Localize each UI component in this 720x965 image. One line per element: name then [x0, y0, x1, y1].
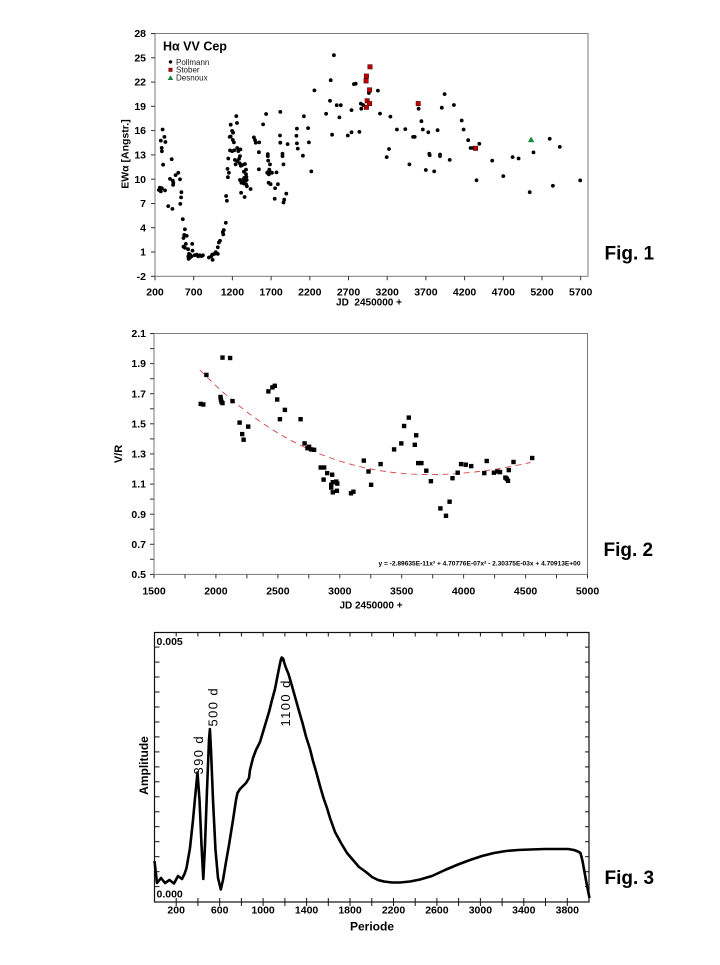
svg-text:10: 10	[134, 174, 146, 186]
svg-text:y = -2.89635E-11x³ + 4.70776E-: y = -2.89635E-11x³ + 4.70776E-07x² - 2.3…	[378, 561, 580, 568]
svg-text:7: 7	[140, 198, 146, 210]
svg-text:JD 2450000 +: JD 2450000 +	[336, 298, 402, 309]
svg-text:V/R: V/R	[113, 445, 125, 463]
svg-text:3000: 3000	[328, 585, 352, 597]
svg-text:390 d: 390 d	[191, 735, 206, 775]
svg-text:0.9: 0.9	[131, 509, 146, 521]
svg-text:2.1: 2.1	[131, 328, 146, 340]
svg-text:1.7: 1.7	[131, 388, 146, 400]
svg-text:Hα VV Cep: Hα VV Cep	[163, 40, 227, 54]
svg-text:0.5: 0.5	[131, 569, 146, 581]
svg-text:EWα [Angstr.]: EWα [Angstr.]	[120, 119, 132, 188]
svg-text:1500: 1500	[142, 585, 166, 597]
svg-text:200: 200	[146, 287, 164, 299]
svg-text:0.000: 0.000	[157, 889, 183, 901]
svg-text:4200: 4200	[453, 287, 477, 299]
svg-text:2200: 2200	[298, 287, 322, 299]
svg-text:500 d: 500 d	[206, 687, 221, 727]
svg-text:3200: 3200	[376, 287, 400, 299]
svg-text:1400: 1400	[295, 905, 319, 917]
svg-text:Fig. 1: Fig. 1	[605, 244, 655, 265]
svg-text:25: 25	[134, 52, 146, 64]
svg-text:1100 d: 1100 d	[278, 679, 293, 726]
svg-text:Amplitude: Amplitude	[137, 736, 151, 795]
svg-text:1200: 1200	[221, 287, 245, 299]
svg-text:600: 600	[211, 905, 229, 917]
svg-text:2500: 2500	[266, 585, 290, 597]
svg-text:3500: 3500	[390, 585, 414, 597]
svg-text:4500: 4500	[514, 585, 538, 597]
svg-text:JD 2450000 +: JD 2450000 +	[339, 601, 402, 612]
svg-text:3400: 3400	[512, 905, 536, 917]
svg-text:2700: 2700	[337, 287, 361, 299]
svg-text:200: 200	[167, 905, 185, 917]
svg-text:Pollmann: Pollmann	[176, 58, 209, 67]
svg-text:4700: 4700	[492, 287, 516, 299]
svg-text:Stober: Stober	[176, 66, 200, 75]
svg-text:1000: 1000	[251, 905, 275, 917]
svg-text:3700: 3700	[414, 287, 438, 299]
svg-text:2600: 2600	[425, 905, 449, 917]
svg-text:16: 16	[134, 125, 146, 137]
svg-text:-2: -2	[137, 271, 146, 283]
svg-text:3800: 3800	[556, 905, 580, 917]
svg-text:1.1: 1.1	[131, 479, 146, 491]
svg-text:1.3: 1.3	[131, 449, 146, 461]
svg-text:13: 13	[134, 150, 146, 162]
svg-text:1700: 1700	[259, 287, 283, 299]
svg-text:4000: 4000	[452, 585, 476, 597]
svg-text:Fig. 3: Fig. 3	[605, 868, 655, 889]
svg-text:700: 700	[185, 287, 203, 299]
svg-text:2200: 2200	[382, 905, 406, 917]
svg-text:1.5: 1.5	[131, 418, 146, 430]
svg-text:Desnoux: Desnoux	[176, 74, 208, 83]
svg-text:3000: 3000	[469, 905, 493, 917]
svg-text:5000: 5000	[576, 585, 600, 597]
svg-text:22: 22	[134, 77, 146, 89]
svg-text:4: 4	[140, 222, 146, 234]
svg-text:1: 1	[140, 247, 146, 259]
svg-text:0.005: 0.005	[157, 636, 183, 648]
svg-text:2000: 2000	[204, 585, 228, 597]
svg-text:1.9: 1.9	[131, 358, 146, 370]
svg-text:28: 28	[134, 28, 146, 40]
svg-text:19: 19	[134, 101, 146, 113]
svg-text:0.7: 0.7	[131, 539, 146, 551]
svg-text:5700: 5700	[569, 287, 593, 299]
svg-text:1800: 1800	[338, 905, 362, 917]
svg-text:Fig. 2: Fig. 2	[604, 540, 654, 561]
svg-text:Periode: Periode	[350, 920, 394, 934]
svg-text:5200: 5200	[530, 287, 554, 299]
